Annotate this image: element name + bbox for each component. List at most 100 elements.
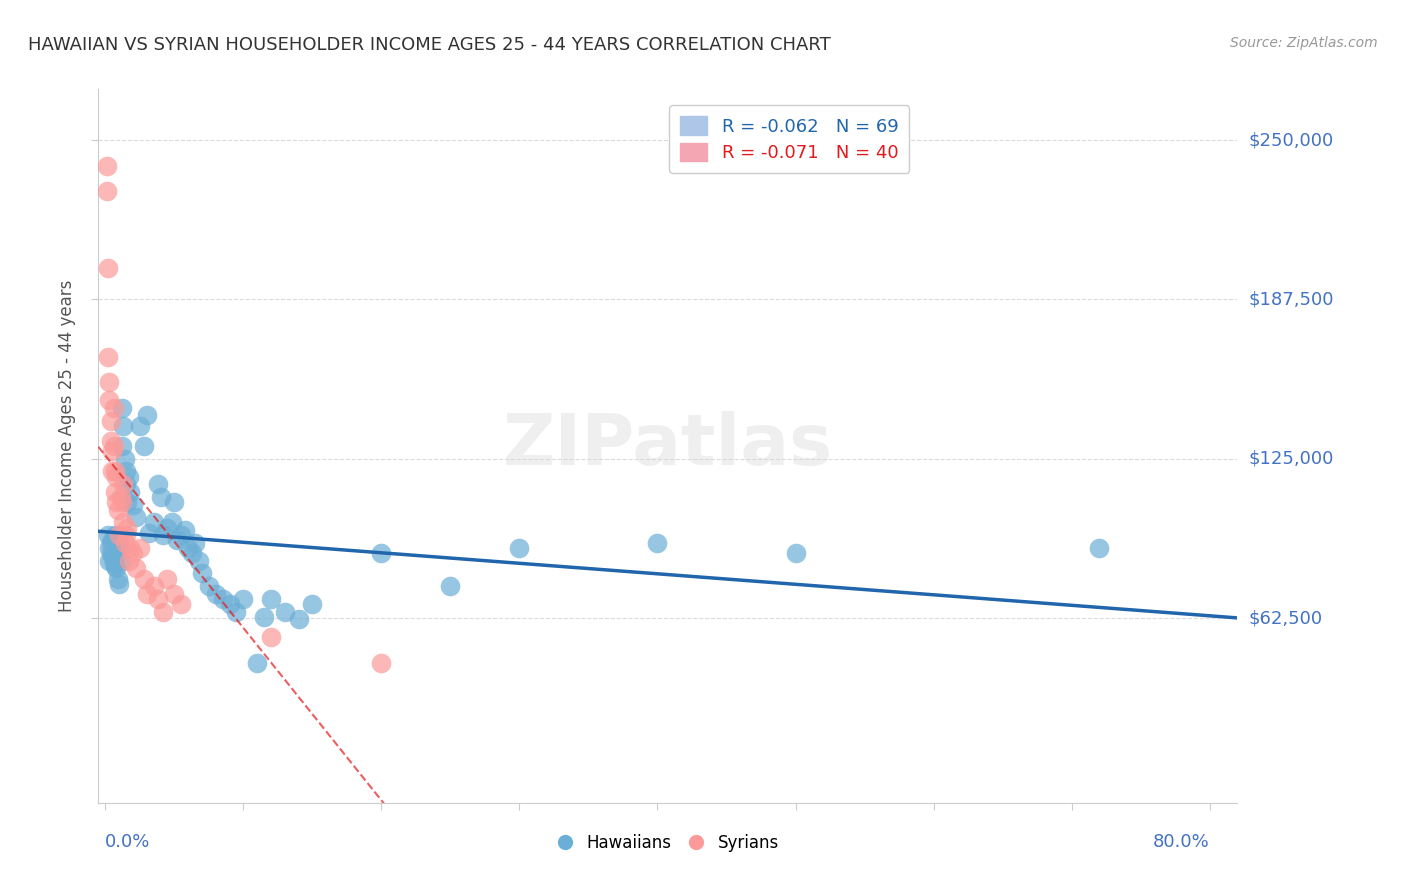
Point xyxy=(103,538,125,552)
Point xyxy=(100,413,122,427)
Point xyxy=(156,520,179,534)
Point xyxy=(114,451,136,466)
Point xyxy=(156,572,179,586)
Point xyxy=(111,495,134,509)
Point xyxy=(301,597,323,611)
Point xyxy=(122,498,145,512)
Point xyxy=(198,579,221,593)
Point xyxy=(105,469,128,483)
Point xyxy=(132,572,155,586)
Point xyxy=(104,528,127,542)
Point xyxy=(149,490,172,504)
Point xyxy=(118,554,141,568)
Text: $62,500: $62,500 xyxy=(1249,609,1323,627)
Point xyxy=(188,554,211,568)
Point xyxy=(152,605,174,619)
Point xyxy=(101,549,124,563)
Point xyxy=(253,609,276,624)
Point xyxy=(100,546,122,560)
Point xyxy=(107,572,129,586)
Point xyxy=(101,533,124,548)
Point xyxy=(110,490,132,504)
Point xyxy=(103,439,125,453)
Point xyxy=(225,605,247,619)
Point xyxy=(105,561,128,575)
Point xyxy=(97,528,120,542)
Point xyxy=(170,597,193,611)
Point xyxy=(100,434,122,448)
Text: 80.0%: 80.0% xyxy=(1153,833,1209,851)
Point xyxy=(120,541,142,555)
Point xyxy=(110,554,132,568)
Point xyxy=(274,605,297,619)
Point xyxy=(174,523,197,537)
Point xyxy=(135,587,157,601)
Point xyxy=(96,159,118,173)
Point xyxy=(128,541,150,555)
Text: $250,000: $250,000 xyxy=(1249,131,1334,149)
Point xyxy=(120,484,142,499)
Point xyxy=(108,576,131,591)
Point xyxy=(112,418,135,433)
Point xyxy=(177,541,200,555)
Point xyxy=(112,490,135,504)
Point xyxy=(122,546,145,560)
Point xyxy=(104,558,127,573)
Point xyxy=(112,516,135,530)
Point xyxy=(115,465,138,479)
Legend: Hawaiians, Syrians: Hawaiians, Syrians xyxy=(550,828,786,859)
Point xyxy=(785,546,807,560)
Point xyxy=(132,439,155,453)
Point xyxy=(103,556,125,570)
Point xyxy=(146,591,169,606)
Point xyxy=(105,495,128,509)
Point xyxy=(135,409,157,423)
Point xyxy=(508,541,530,555)
Point xyxy=(163,495,186,509)
Point xyxy=(98,541,121,555)
Point xyxy=(142,579,165,593)
Point xyxy=(96,184,118,198)
Point xyxy=(647,536,669,550)
Text: $125,000: $125,000 xyxy=(1249,450,1334,467)
Text: HAWAIIAN VS SYRIAN HOUSEHOLDER INCOME AGES 25 - 44 YEARS CORRELATION CHART: HAWAIIAN VS SYRIAN HOUSEHOLDER INCOME AG… xyxy=(28,36,831,54)
Text: Source: ZipAtlas.com: Source: ZipAtlas.com xyxy=(1230,36,1378,50)
Point xyxy=(125,561,148,575)
Point xyxy=(108,538,131,552)
Point xyxy=(125,510,148,524)
Point xyxy=(111,401,134,415)
Point xyxy=(246,656,269,670)
Point xyxy=(100,536,122,550)
Point xyxy=(191,566,214,581)
Point xyxy=(163,587,186,601)
Point xyxy=(101,444,124,458)
Point xyxy=(97,260,120,275)
Point xyxy=(114,536,136,550)
Point xyxy=(287,612,309,626)
Point xyxy=(370,656,392,670)
Point xyxy=(115,477,138,491)
Point xyxy=(103,551,125,566)
Point xyxy=(1088,541,1111,555)
Point xyxy=(142,516,165,530)
Point xyxy=(170,528,193,542)
Point xyxy=(204,587,226,601)
Point xyxy=(115,528,138,542)
Point xyxy=(232,591,254,606)
Point xyxy=(160,516,183,530)
Point xyxy=(128,418,150,433)
Point xyxy=(107,502,129,516)
Point xyxy=(370,546,392,560)
Point xyxy=(104,543,127,558)
Text: 0.0%: 0.0% xyxy=(105,833,150,851)
Point xyxy=(152,528,174,542)
Point xyxy=(218,597,240,611)
Point xyxy=(98,554,121,568)
Point xyxy=(146,477,169,491)
Point xyxy=(108,528,131,542)
Point xyxy=(260,630,283,644)
Point xyxy=(211,591,233,606)
Point xyxy=(184,536,207,550)
Point xyxy=(181,546,204,560)
Point xyxy=(107,541,129,555)
